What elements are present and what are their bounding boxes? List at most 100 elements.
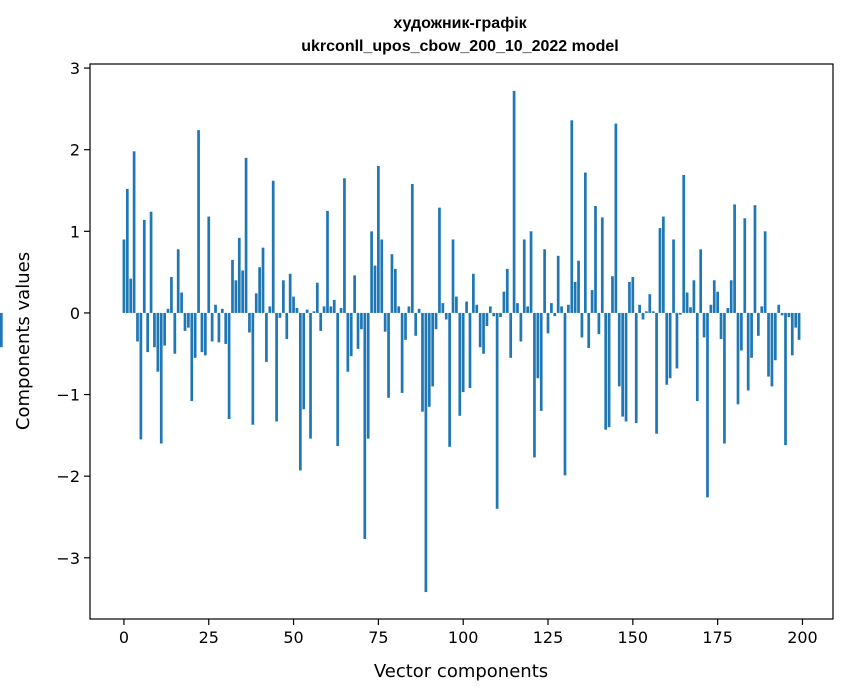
plot-frame: [89, 63, 834, 620]
bar: [421, 312, 424, 412]
bar: [349, 312, 353, 357]
bar: [502, 291, 506, 313]
bar: [231, 259, 234, 313]
bar: [573, 281, 577, 313]
bar: [210, 312, 214, 342]
bar: [753, 205, 757, 313]
bar: [790, 312, 794, 356]
bar: [404, 312, 407, 340]
bar: [190, 312, 194, 402]
bar: [197, 130, 200, 313]
y-tick-label: 3: [70, 59, 80, 78]
bar: [648, 294, 652, 313]
bar: [193, 312, 197, 358]
bar: [173, 312, 177, 354]
bar: [214, 304, 217, 313]
bar: [505, 268, 509, 313]
y-axis-label: Components values: [13, 252, 34, 430]
bar: [166, 308, 170, 313]
bar: [529, 231, 533, 313]
bar: [577, 260, 580, 313]
bar: [397, 306, 401, 313]
bar: [227, 312, 231, 420]
bar: [760, 306, 764, 313]
bar: [556, 255, 560, 313]
y-tick-label: −2: [56, 467, 80, 486]
bar: [298, 312, 302, 471]
bar: [770, 312, 774, 387]
bar: [740, 312, 743, 351]
bar: [485, 312, 489, 326]
bar: [380, 239, 384, 313]
bar: [183, 312, 187, 331]
bar: [302, 312, 306, 410]
x-tick-label: 25: [199, 628, 219, 647]
bar: [309, 312, 312, 439]
bar: [326, 210, 329, 313]
bar: [587, 312, 591, 349]
bar: [241, 270, 245, 313]
bar: [244, 157, 248, 313]
bar: [475, 304, 479, 313]
bar: [550, 303, 553, 313]
bar: [254, 293, 258, 313]
bar: [125, 188, 129, 313]
bar: [580, 312, 584, 338]
bar: [261, 247, 265, 313]
bar: [265, 312, 268, 362]
bar: [187, 312, 190, 328]
bar: [692, 280, 696, 313]
bar: [400, 312, 404, 393]
bar: [251, 312, 255, 425]
bar: [662, 216, 665, 313]
x-tick-label: 175: [702, 628, 733, 647]
bar: [465, 301, 468, 313]
bar: [607, 312, 611, 428]
bar: [472, 273, 475, 313]
bar: [305, 309, 309, 313]
bar: [200, 312, 204, 353]
bar: [723, 312, 726, 444]
bar: [488, 306, 492, 313]
bar: [444, 312, 448, 320]
bar: [424, 312, 428, 593]
bar: [773, 312, 777, 361]
bar: [295, 308, 299, 313]
bar: [275, 312, 278, 422]
y-tick-label: 1: [70, 222, 80, 241]
bar: [719, 312, 723, 340]
bar: [685, 292, 689, 313]
bar: [139, 312, 143, 440]
bar: [665, 312, 669, 385]
bar: [458, 312, 462, 416]
bar: [641, 312, 645, 320]
bar: [339, 308, 343, 313]
bar: [461, 312, 465, 393]
bar: [356, 312, 360, 349]
bar: [0, 312, 3, 348]
bar: [278, 312, 282, 318]
bar: [682, 175, 686, 313]
bar: [553, 312, 557, 317]
y-tick-label: −3: [56, 549, 80, 568]
bar: [614, 123, 618, 313]
bar: [604, 312, 608, 430]
bar: [543, 249, 546, 313]
bar: [258, 267, 261, 313]
bar: [777, 304, 781, 313]
bar: [363, 312, 367, 540]
bar: [536, 312, 540, 379]
bar: [142, 219, 146, 313]
bar: [539, 312, 543, 411]
bar: [322, 306, 326, 313]
bar: [149, 211, 153, 313]
bar: [600, 217, 604, 313]
bar: [353, 275, 356, 313]
bar: [617, 312, 621, 387]
bar: [495, 312, 499, 509]
bar: [455, 296, 458, 313]
bar: [387, 312, 390, 398]
bar: [482, 312, 485, 354]
bar: [516, 303, 519, 313]
bar: [668, 312, 672, 379]
